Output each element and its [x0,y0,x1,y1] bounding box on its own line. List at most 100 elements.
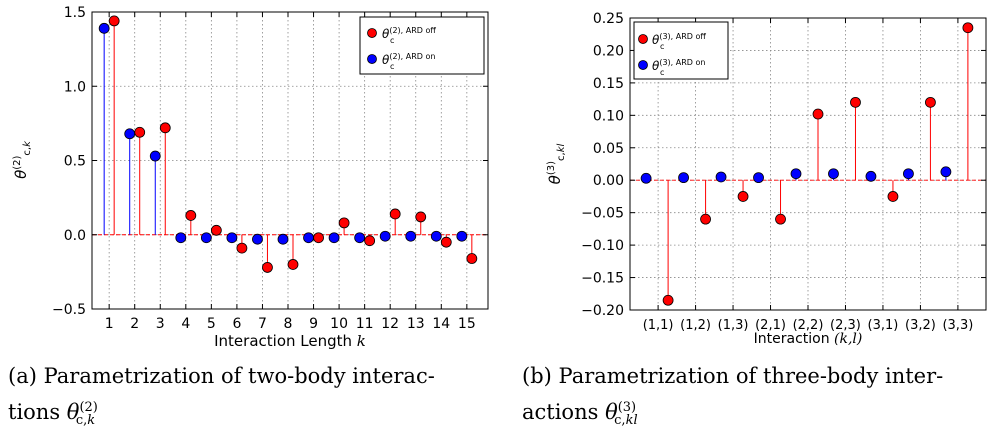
data-point [389,208,401,220]
x-axis-label: Interaction Length k [214,332,366,350]
x-tick-label: (1,2) [680,318,711,333]
data-point [159,122,171,134]
x-tick-label: 1 [105,316,114,332]
data-point [98,22,110,34]
data-point [828,168,839,180]
y-tick-label: 0.20 [593,43,624,59]
data-point [700,213,711,225]
data-point [277,233,289,245]
y-tick-label: 0.15 [593,76,624,92]
legend-marker-ard-off [367,28,377,38]
y-ticks: −0.20 −0.15 −0.10 −0.05 0.00 0.05 0.10 0.15 0.20… [581,11,986,319]
y-tick-label: 0.25 [593,11,624,27]
x-ticks: 1 2 3 4 5 6 7 8 9 10 11 12 13 14 15 [105,12,476,332]
data-point [303,232,314,244]
svg-text:θ(2)c,k: θ(2)c,k [12,140,33,179]
data-point [903,168,914,180]
two-body-chart: −0.50.00.51.01.5 1 2 3 4 5 6 7 8 9 10 11 12 13 14 15 I… [12,5,489,350]
y-tick-label: −0.15 [581,271,624,287]
x-tick-label: 8 [284,316,293,332]
y-tick-label: −0.20 [581,303,624,319]
legend-label-ard-on: θ(3), ARD on c [652,58,705,77]
x-tick-label: 13 [407,316,425,332]
data-point [940,166,952,178]
legend-marker-ard-off [638,34,648,44]
x-tick-label: 9 [309,316,318,332]
data-point [430,230,442,242]
caption-b: (b) Parametrization of three-body inter-… [522,364,944,429]
legend-label-ard-off: θ(3), ARD off c [652,32,706,51]
legend: θ(2), ARD off c θ(2), ARD on c [359,16,485,75]
data-point [338,217,350,229]
y-tick-label: −0.10 [581,238,624,254]
x-tick-label: 2 [130,316,139,332]
data-point [262,262,273,273]
data-point [440,236,452,248]
data-point [887,191,899,202]
x-ticks: (1,1) (1,2) (1,3) (2,1) (2,2) (2,3) (3,1) (3,2)… [643,18,973,333]
data-point [962,22,974,34]
x-tick-label: 10 [330,316,348,332]
y-tick-label: −0.05 [581,206,624,222]
data-point [678,172,689,184]
data-point [405,230,417,242]
x-tick-label: (1,1) [643,318,674,333]
data-point [210,224,222,236]
data-point [925,96,936,108]
y-tick-label: 1.0 [64,79,86,95]
legend-marker-ard-on [367,54,377,64]
x-tick-label: (1,3) [718,318,749,333]
data-point [640,172,652,184]
data-point [379,230,391,242]
x-tick-label: 5 [207,316,216,332]
x-tick-label: 14 [432,316,450,332]
x-tick-label: 4 [181,316,190,332]
svg-text:θ(3)c,kl: θ(3)c,kl [546,143,567,184]
data-point [236,242,248,254]
data-point [226,232,238,244]
x-tick-label: (2,3) [830,318,861,333]
data-point [200,232,212,244]
data-point [456,230,468,242]
x-tick-label: (3,2) [905,318,936,333]
x-tick-label: 15 [458,316,476,332]
legend-marker-ard-on [638,60,648,70]
data-point [252,233,263,245]
data-point [124,128,136,140]
y-tick-label: 1.5 [64,5,86,21]
y-tick-label: 0.00 [593,173,624,189]
y-axis-label: θ(2)c,k [12,140,33,179]
x-tick-label: (2,2) [793,318,824,333]
data-point [149,150,161,162]
y-tick-label: 0.5 [64,154,86,170]
y-tick-label: 0.10 [593,108,624,124]
data-point [812,108,824,120]
stems [98,15,478,273]
legend-label-ard-on: θ(2), ARD on c [382,52,435,71]
data-point [313,232,324,244]
x-tick-label: (2,1) [755,318,786,333]
data-point [790,168,802,180]
y-tick-label: 0.05 [593,141,624,157]
data-point [737,191,749,202]
x-tick-label: 7 [258,316,267,332]
data-point [175,232,187,244]
data-point [364,235,376,247]
x-tick-label: 3 [156,316,165,332]
data-point [354,232,366,244]
x-tick-label: (3,3) [942,318,973,333]
x-tick-label: 12 [381,316,399,332]
caption-a: (a) Parametrization of two-body interac-… [8,364,435,429]
x-axis-label: Interaction (k,l) [754,331,863,347]
data-point [415,211,427,223]
stems [640,22,974,306]
y-ticks: −0.5 0.0 0.5 1.0 1.5 [52,5,488,318]
three-body-chart: −0.20 −0.15 −0.10 −0.05 0.00 0.05 0.10 0.15 0.20… [546,11,987,347]
x-tick-label: (3,1) [868,318,899,333]
y-tick-label: −0.5 [52,302,86,318]
legend-label-ard-off: θ(2), ARD off c [382,26,436,45]
x-tick-label: 11 [356,316,374,332]
y-axis-label: θ(3)c,kl [546,143,567,184]
y-tick-label: 0.0 [64,228,86,244]
data-point [185,210,197,221]
